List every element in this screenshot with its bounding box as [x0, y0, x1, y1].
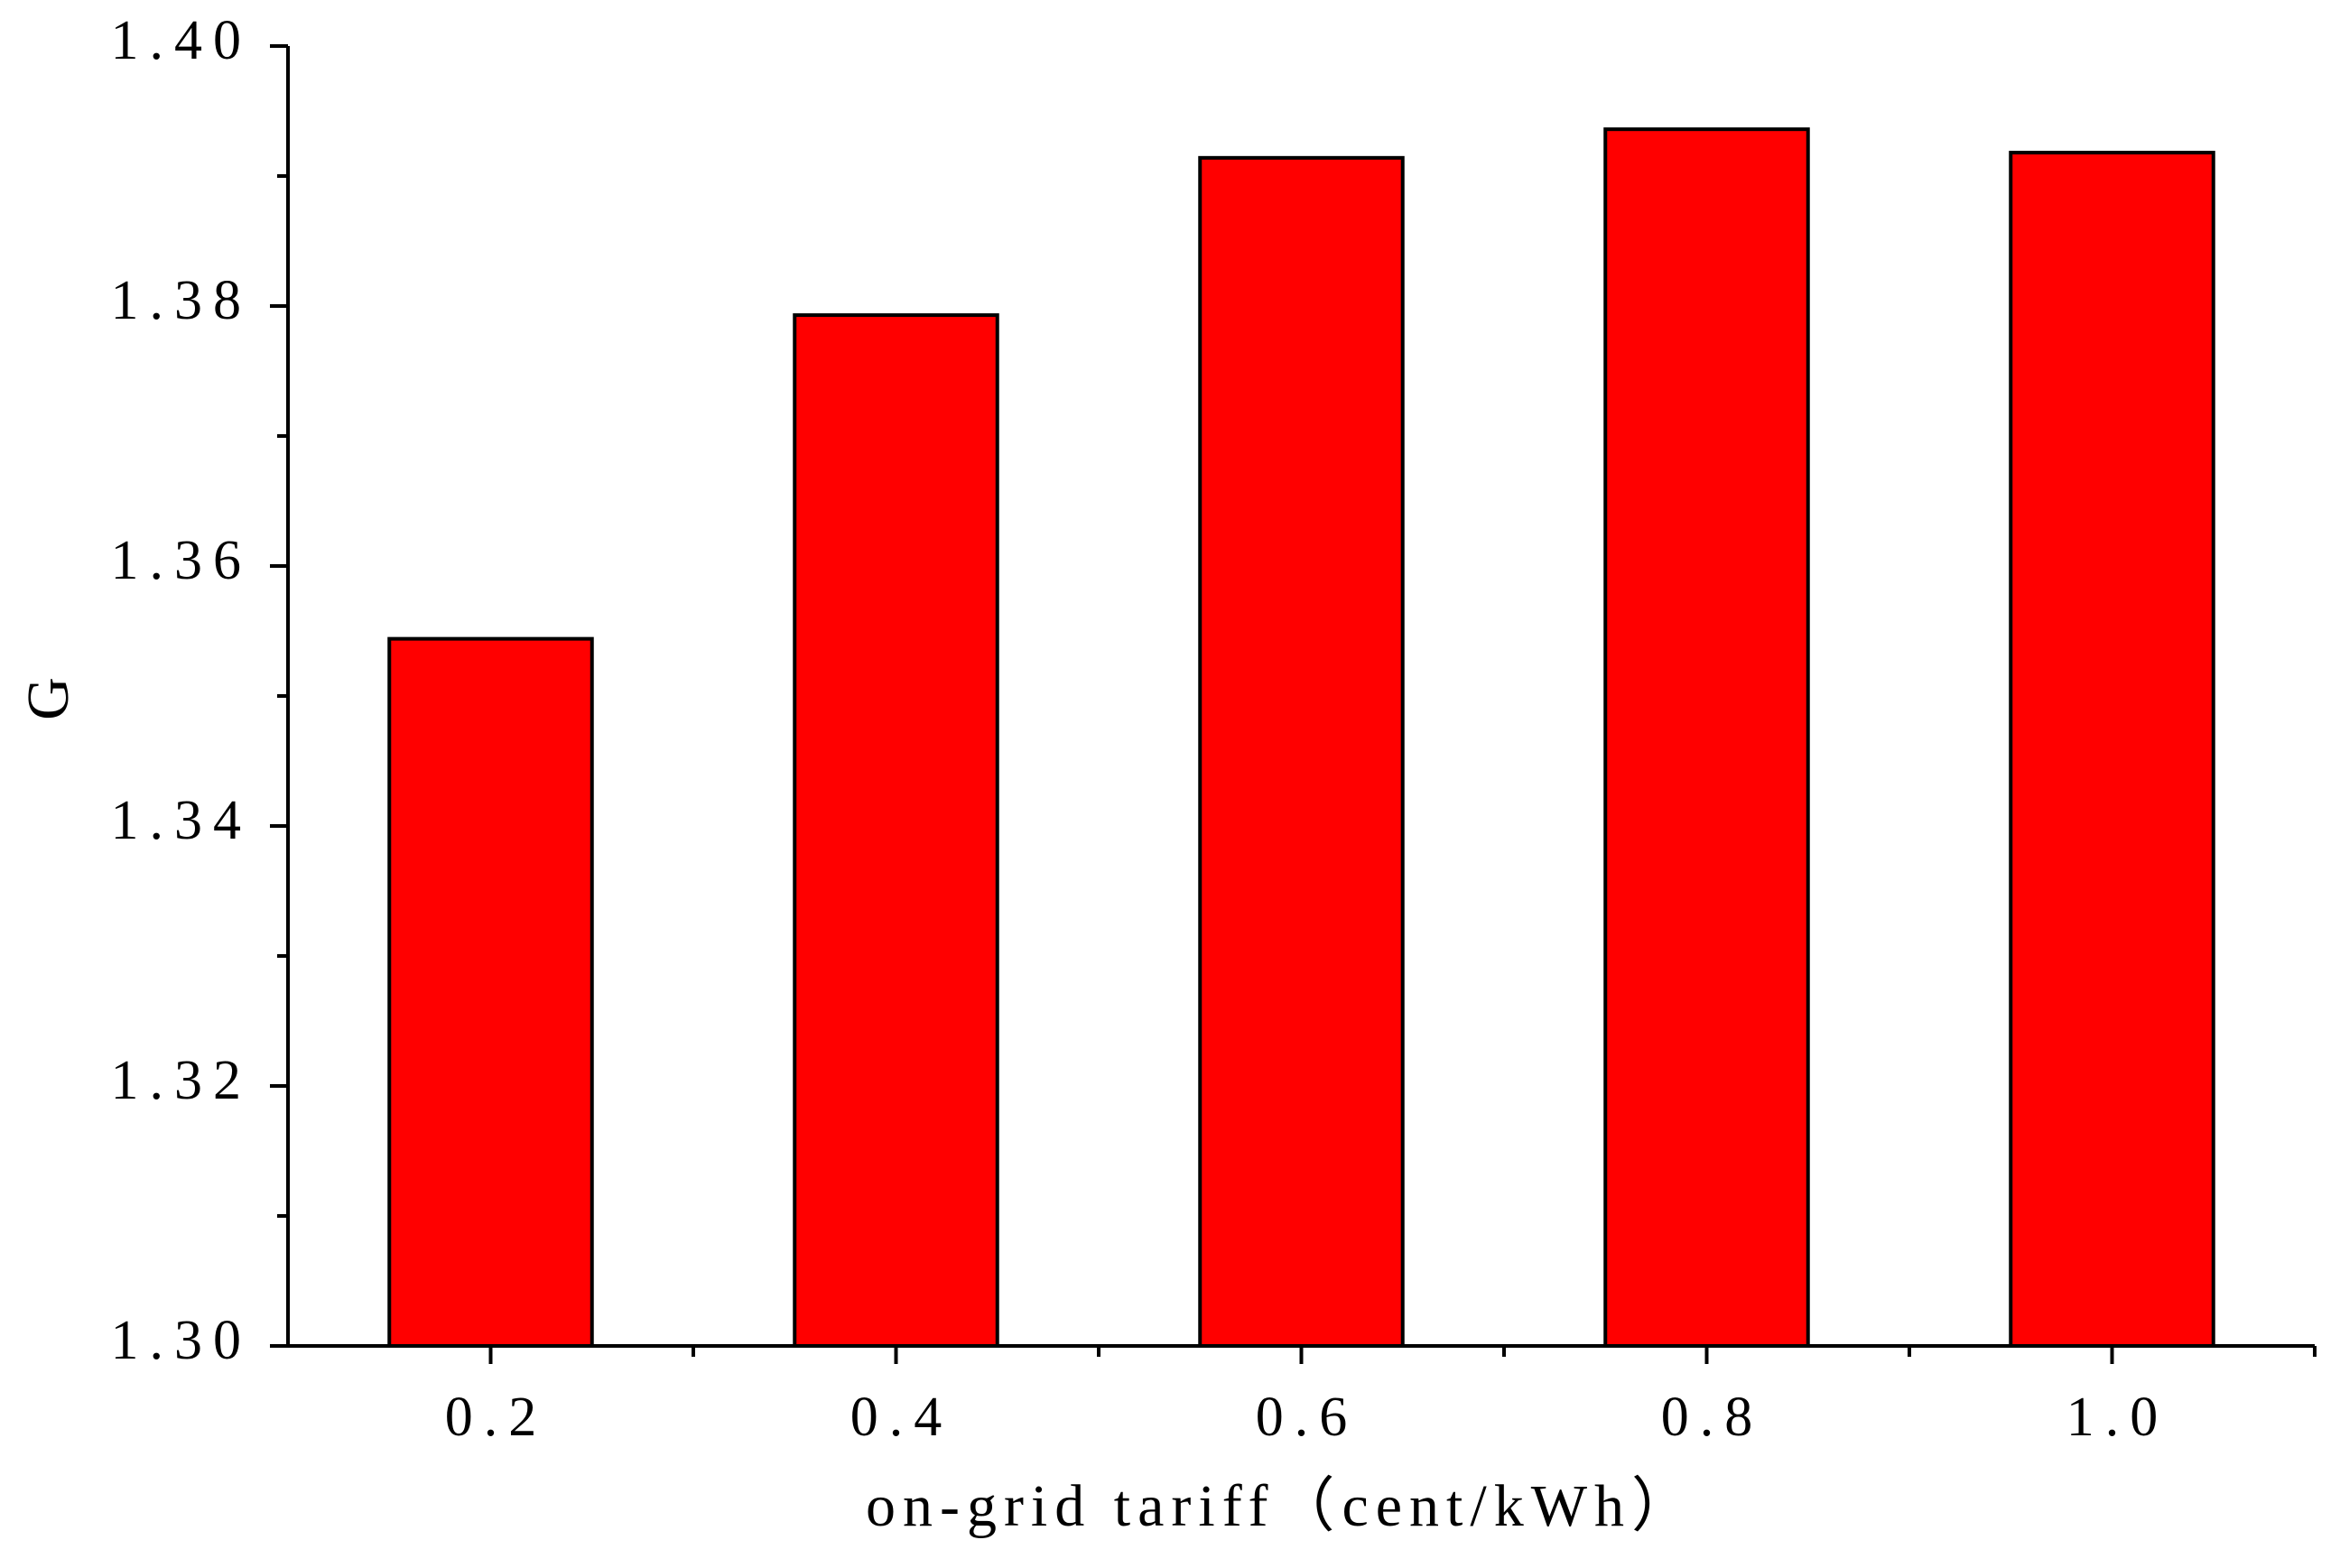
x-tick-label: 1.0 [2066, 1387, 2169, 1448]
x-axis-title: on-grid tariff（cent/kWh） [866, 1473, 1698, 1539]
y-axis-title: G [15, 670, 81, 720]
bar [1603, 127, 1810, 1348]
y-tick-label: 1.30 [111, 1310, 253, 1371]
y-tick-label: 1.32 [111, 1050, 253, 1111]
x-tick-label: 0.4 [850, 1387, 953, 1448]
bar [1198, 155, 1405, 1349]
x-tick-label: 0.2 [445, 1387, 548, 1448]
x-tick-label: 0.8 [1661, 1387, 1764, 1448]
x-tick-label: 0.6 [1256, 1387, 1359, 1448]
y-tick-label: 1.40 [111, 10, 253, 71]
bar [387, 636, 594, 1348]
y-tick-label: 1.34 [111, 790, 253, 851]
y-tick-label: 1.38 [111, 270, 253, 331]
bar [2009, 151, 2215, 1349]
y-tick-label: 1.36 [111, 530, 253, 591]
bar [793, 313, 999, 1349]
